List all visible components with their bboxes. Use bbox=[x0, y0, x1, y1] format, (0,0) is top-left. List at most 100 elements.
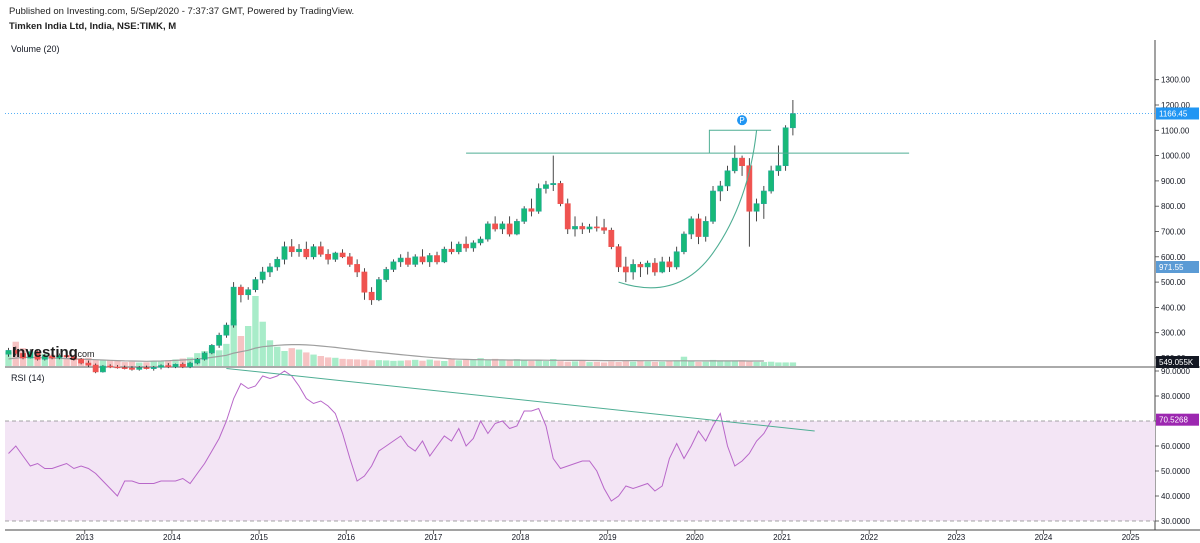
candle-body bbox=[681, 233, 687, 253]
candle bbox=[695, 213, 702, 245]
price-tick-label: 1000.00 bbox=[1161, 152, 1190, 161]
candle-body bbox=[470, 242, 477, 249]
candle bbox=[630, 259, 637, 280]
candle bbox=[339, 249, 346, 259]
rsi-tick-label: 90.0000 bbox=[1161, 367, 1190, 376]
candle bbox=[390, 259, 397, 272]
volume-bar bbox=[724, 361, 731, 366]
volume-bar bbox=[564, 361, 571, 366]
candle bbox=[615, 244, 622, 272]
candle bbox=[165, 363, 172, 369]
volume-bar bbox=[157, 361, 165, 366]
candle-body bbox=[114, 366, 121, 369]
candle-body bbox=[652, 262, 658, 273]
candle bbox=[274, 256, 281, 271]
volume-bar bbox=[658, 361, 666, 366]
candle bbox=[586, 223, 593, 233]
candle bbox=[346, 253, 353, 267]
volume-bar bbox=[666, 360, 673, 366]
time-axis[interactable]: 2013 2014 2015 2016 2017 2018 2019 2020 2021 2022… bbox=[76, 530, 1140, 542]
last-volume-tag-bg bbox=[1156, 356, 1199, 368]
candle bbox=[637, 261, 644, 278]
volume-bar bbox=[230, 319, 237, 366]
chart-background bbox=[5, 40, 1200, 531]
candle bbox=[470, 240, 477, 252]
candle-body bbox=[768, 170, 775, 192]
candle-body bbox=[717, 185, 724, 192]
candle bbox=[775, 145, 782, 176]
volume-bar bbox=[70, 357, 78, 366]
volume-bar bbox=[673, 360, 680, 366]
candle-body bbox=[782, 127, 789, 167]
candle-body bbox=[136, 367, 143, 370]
candle bbox=[70, 354, 77, 361]
rsi-trendline bbox=[226, 368, 815, 432]
price-tick-label: 700.00 bbox=[1161, 228, 1186, 237]
volume-bar bbox=[615, 362, 622, 366]
volume-bar bbox=[455, 360, 463, 366]
candle-body bbox=[34, 351, 41, 360]
candle-body bbox=[201, 352, 208, 360]
volume-bar bbox=[368, 360, 375, 366]
candle bbox=[622, 256, 629, 283]
volume-bar bbox=[143, 362, 150, 366]
candle bbox=[5, 347, 12, 357]
candle bbox=[717, 180, 724, 202]
candle-body bbox=[70, 356, 77, 360]
candle-body bbox=[20, 353, 26, 359]
candle bbox=[731, 145, 738, 174]
candle bbox=[572, 216, 578, 237]
candle bbox=[129, 366, 135, 371]
candle-body bbox=[339, 252, 346, 258]
rsi-value-tag-bg bbox=[1156, 413, 1199, 426]
candle bbox=[419, 249, 426, 265]
candle-body bbox=[463, 243, 469, 249]
candle bbox=[782, 125, 789, 171]
candle-body bbox=[543, 184, 549, 189]
volume-bar bbox=[702, 361, 709, 366]
time-tick-label: 2024 bbox=[1035, 533, 1053, 542]
candle bbox=[85, 360, 92, 367]
candle bbox=[760, 185, 767, 219]
volume-bar bbox=[266, 340, 274, 366]
candle-body bbox=[434, 255, 440, 263]
logo-text: Investing bbox=[12, 344, 78, 361]
volume-bar bbox=[281, 351, 288, 366]
candle bbox=[143, 365, 150, 370]
rsi-line bbox=[8, 370, 772, 502]
candle-body bbox=[710, 190, 716, 222]
candle bbox=[223, 322, 230, 338]
rsi-label: RSI (14) bbox=[11, 373, 45, 383]
volume-bar bbox=[404, 360, 412, 366]
volume-bar bbox=[136, 362, 143, 366]
candle bbox=[477, 236, 484, 246]
candle-body bbox=[216, 334, 223, 346]
volume-bar bbox=[63, 356, 70, 366]
volume-bar bbox=[339, 358, 346, 366]
volume-bar bbox=[775, 362, 782, 366]
volume-bar bbox=[179, 358, 187, 366]
candle-body bbox=[303, 248, 310, 258]
candle bbox=[434, 251, 440, 265]
volume-bar bbox=[310, 354, 317, 366]
candle-body bbox=[426, 255, 433, 263]
logo-suffix: .com bbox=[75, 349, 95, 359]
candle-body bbox=[608, 229, 615, 247]
volume-bar bbox=[600, 362, 608, 366]
candle-body bbox=[310, 246, 317, 258]
volume-bar bbox=[237, 336, 245, 366]
time-tick-label: 2014 bbox=[163, 533, 181, 542]
volume-bar bbox=[629, 361, 637, 366]
volume-bar bbox=[324, 357, 332, 366]
volume-bar bbox=[709, 359, 717, 366]
price-axis[interactable]: 200.00300.00400.00500.00600.00700.00800.… bbox=[1155, 76, 1199, 526]
pane-labels: Volume (20) RSI (14) Investing .com bbox=[11, 44, 95, 383]
volume-bar bbox=[99, 359, 107, 366]
candle bbox=[317, 241, 324, 257]
volume-bar bbox=[651, 361, 659, 366]
candle-body bbox=[695, 218, 702, 237]
volume-bar bbox=[412, 359, 419, 366]
time-tick-label: 2017 bbox=[424, 533, 442, 542]
volume-bar bbox=[738, 360, 746, 366]
